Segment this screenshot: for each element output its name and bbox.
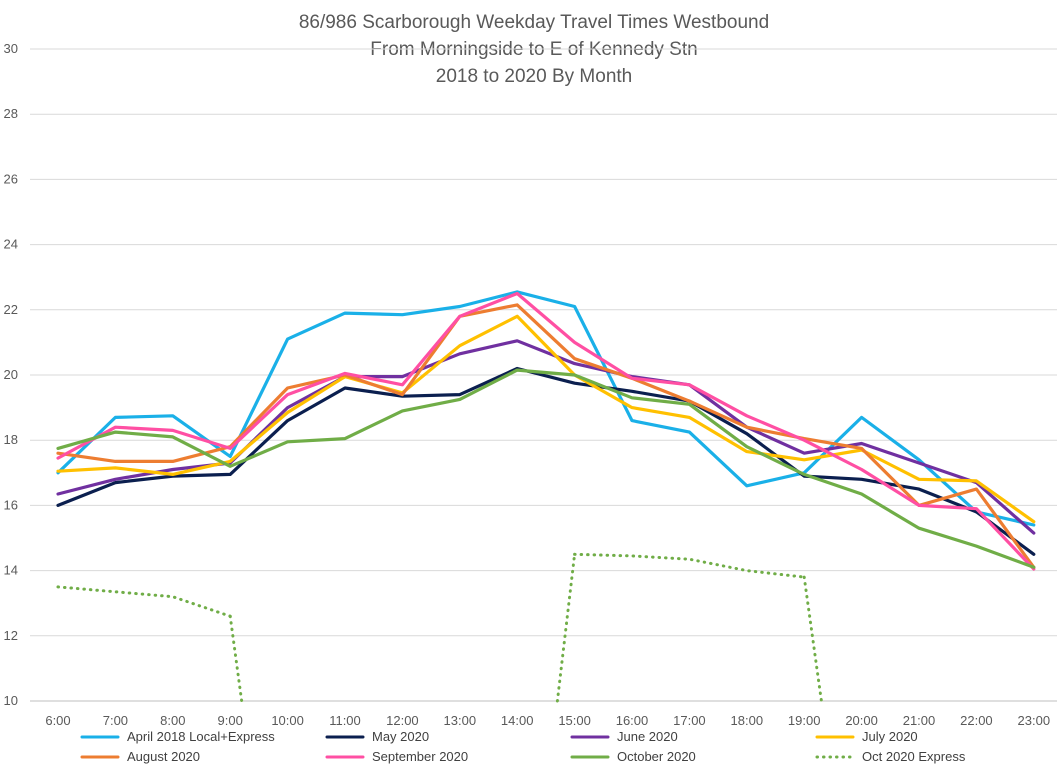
series-line-august-2020 [56, 303, 1036, 569]
x-tick-label: 16:00 [616, 713, 649, 728]
y-tick-label: 20 [4, 367, 18, 382]
series-lines [56, 290, 1036, 703]
x-tick-label: 6:00 [45, 713, 70, 728]
legend-label-september-2020: September 2020 [372, 749, 468, 764]
x-axis-tick-labels: 6:00 7:00 8:00 9:00 10:00 11:00 12:00 13:00 14:0… [45, 713, 1050, 728]
series-line-july-2020 [56, 314, 1036, 524]
x-tick-label: 7:00 [103, 713, 128, 728]
series-line-oct-2020-express [573, 552, 806, 579]
legend-label-august-2020: August 2020 [127, 749, 200, 764]
x-tick-label: 8:00 [160, 713, 185, 728]
x-tick-label: 15:00 [558, 713, 591, 728]
legend-label-may-2020: May 2020 [372, 729, 429, 744]
series-line-october-2020 [56, 368, 1036, 569]
x-tick-label: 12:00 [386, 713, 419, 728]
y-tick-label: 18 [4, 432, 18, 447]
legend: April 2018 Local+Express May 2020 June 202… [80, 729, 966, 764]
y-tick-label: 10 [4, 693, 18, 708]
x-tick-label: 17:00 [673, 713, 706, 728]
chart-title-line-3: 2018 to 2020 By Month [436, 66, 632, 87]
x-tick-label: 9:00 [218, 713, 243, 728]
y-tick-label: 16 [4, 497, 18, 512]
x-tick-label: 19:00 [788, 713, 821, 728]
x-tick-label: 14:00 [501, 713, 534, 728]
x-tick-label: 23:00 [1018, 713, 1051, 728]
y-tick-label: 12 [4, 628, 18, 643]
x-tick-label: 18:00 [731, 713, 764, 728]
legend-label-july-2020: July 2020 [862, 729, 918, 744]
x-tick-label: 21:00 [903, 713, 936, 728]
x-tick-label: 13:00 [444, 713, 477, 728]
series-line-april-2018-local-express [56, 290, 1036, 527]
y-tick-label: 30 [4, 41, 18, 56]
series-line-may-2020 [56, 366, 1036, 556]
chart-title-line-1: 86/986 Scarborough Weekday Travel Times … [299, 12, 769, 33]
legend-label-april-2018-local-express: April 2018 Local+Express [127, 729, 275, 744]
x-tick-label: 11:00 [329, 713, 361, 728]
series-line-oct-2020-express [56, 585, 232, 618]
series-line-september-2020 [56, 291, 1036, 571]
y-tick-label: 14 [4, 563, 18, 578]
series-line-oct-2020-express [802, 575, 823, 703]
x-tick-label: 10:00 [271, 713, 304, 728]
gridlines [30, 48, 1057, 702]
y-axis-tick-labels: 10 12 14 16 18 20 22 24 26 28 30 [4, 41, 18, 708]
legend-label-june-2020: June 2020 [617, 729, 678, 744]
legend-label-oct-2020-express: Oct 2020 Express [862, 749, 966, 764]
y-tick-label: 22 [4, 302, 18, 317]
y-tick-label: 26 [4, 171, 18, 186]
x-tick-label: 20:00 [845, 713, 878, 728]
series-line-oct-2020-express [555, 552, 577, 703]
y-tick-label: 28 [4, 106, 18, 121]
x-tick-label: 22:00 [960, 713, 993, 728]
y-tick-label: 24 [4, 237, 18, 252]
series-line-oct-2020-express [228, 614, 244, 703]
legend-label-october-2020: October 2020 [617, 749, 696, 764]
